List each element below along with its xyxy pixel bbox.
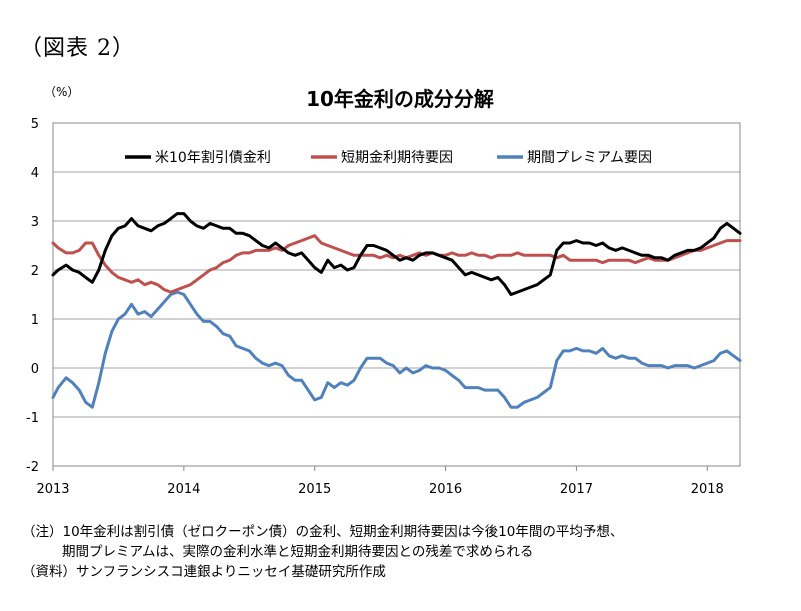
y-tick-label: 3 [31,215,39,230]
y-tick-label: 4 [31,166,39,181]
series-line-1 [51,212,742,296]
figure-label: （図表 2） [20,36,135,61]
note-line-1: （注）10年金利は割引債（ゼロクーポン債）の金利、短期金利期待要因は今後10年間… [22,524,624,540]
grid-lines [53,122,740,467]
x-tick-label: 2013 [36,482,69,497]
plot-frame [52,122,741,467]
legend-label-1: 米10年割引債金利 [155,149,271,166]
note-line-2: 期間プレミアムは、実際の金利水準と短期金利期待要因との残差で求められる [62,544,534,560]
legend-label-3: 期間プレミアム要因 [527,150,652,166]
legend: 米10年割引債金利 短期金利期待要因 期間プレミアム要因 [118,144,688,170]
note-line-3: （資料）サンフランシスコ連銀よりニッセイ基礎研究所作成 [22,564,386,580]
series-line-3 [51,290,742,409]
series-layer [51,212,742,409]
y-tick-label: -1 [26,411,39,426]
y-tick-label: 1 [31,313,39,328]
axes: -2 -1 0 1 2 3 4 5 2013 2014 2015 2016 2017 2018 [26,117,741,497]
x-tick-label: 2014 [167,482,200,497]
x-tick-label: 2017 [560,482,593,497]
y-tick-label: 0 [31,362,39,377]
y-tick-label: 2 [31,264,39,279]
y-tick-label: 5 [31,117,39,132]
legend-label-2: 短期金利期待要因 [341,150,453,166]
x-tick-label: 2016 [429,482,462,497]
series-line-2 [51,234,742,294]
legend-background [118,144,688,170]
x-tick-label: 2015 [298,482,331,497]
footnotes: （注）10年金利は割引債（ゼロクーポン債）の金利、短期金利期待要因は今後10年間… [22,522,623,582]
y-axis-unit-label: （%） [44,85,79,99]
chart-title: 10年金利の成分分解 [306,87,494,111]
y-tick-label: -2 [26,460,39,475]
x-tick-label: 2018 [691,482,724,497]
